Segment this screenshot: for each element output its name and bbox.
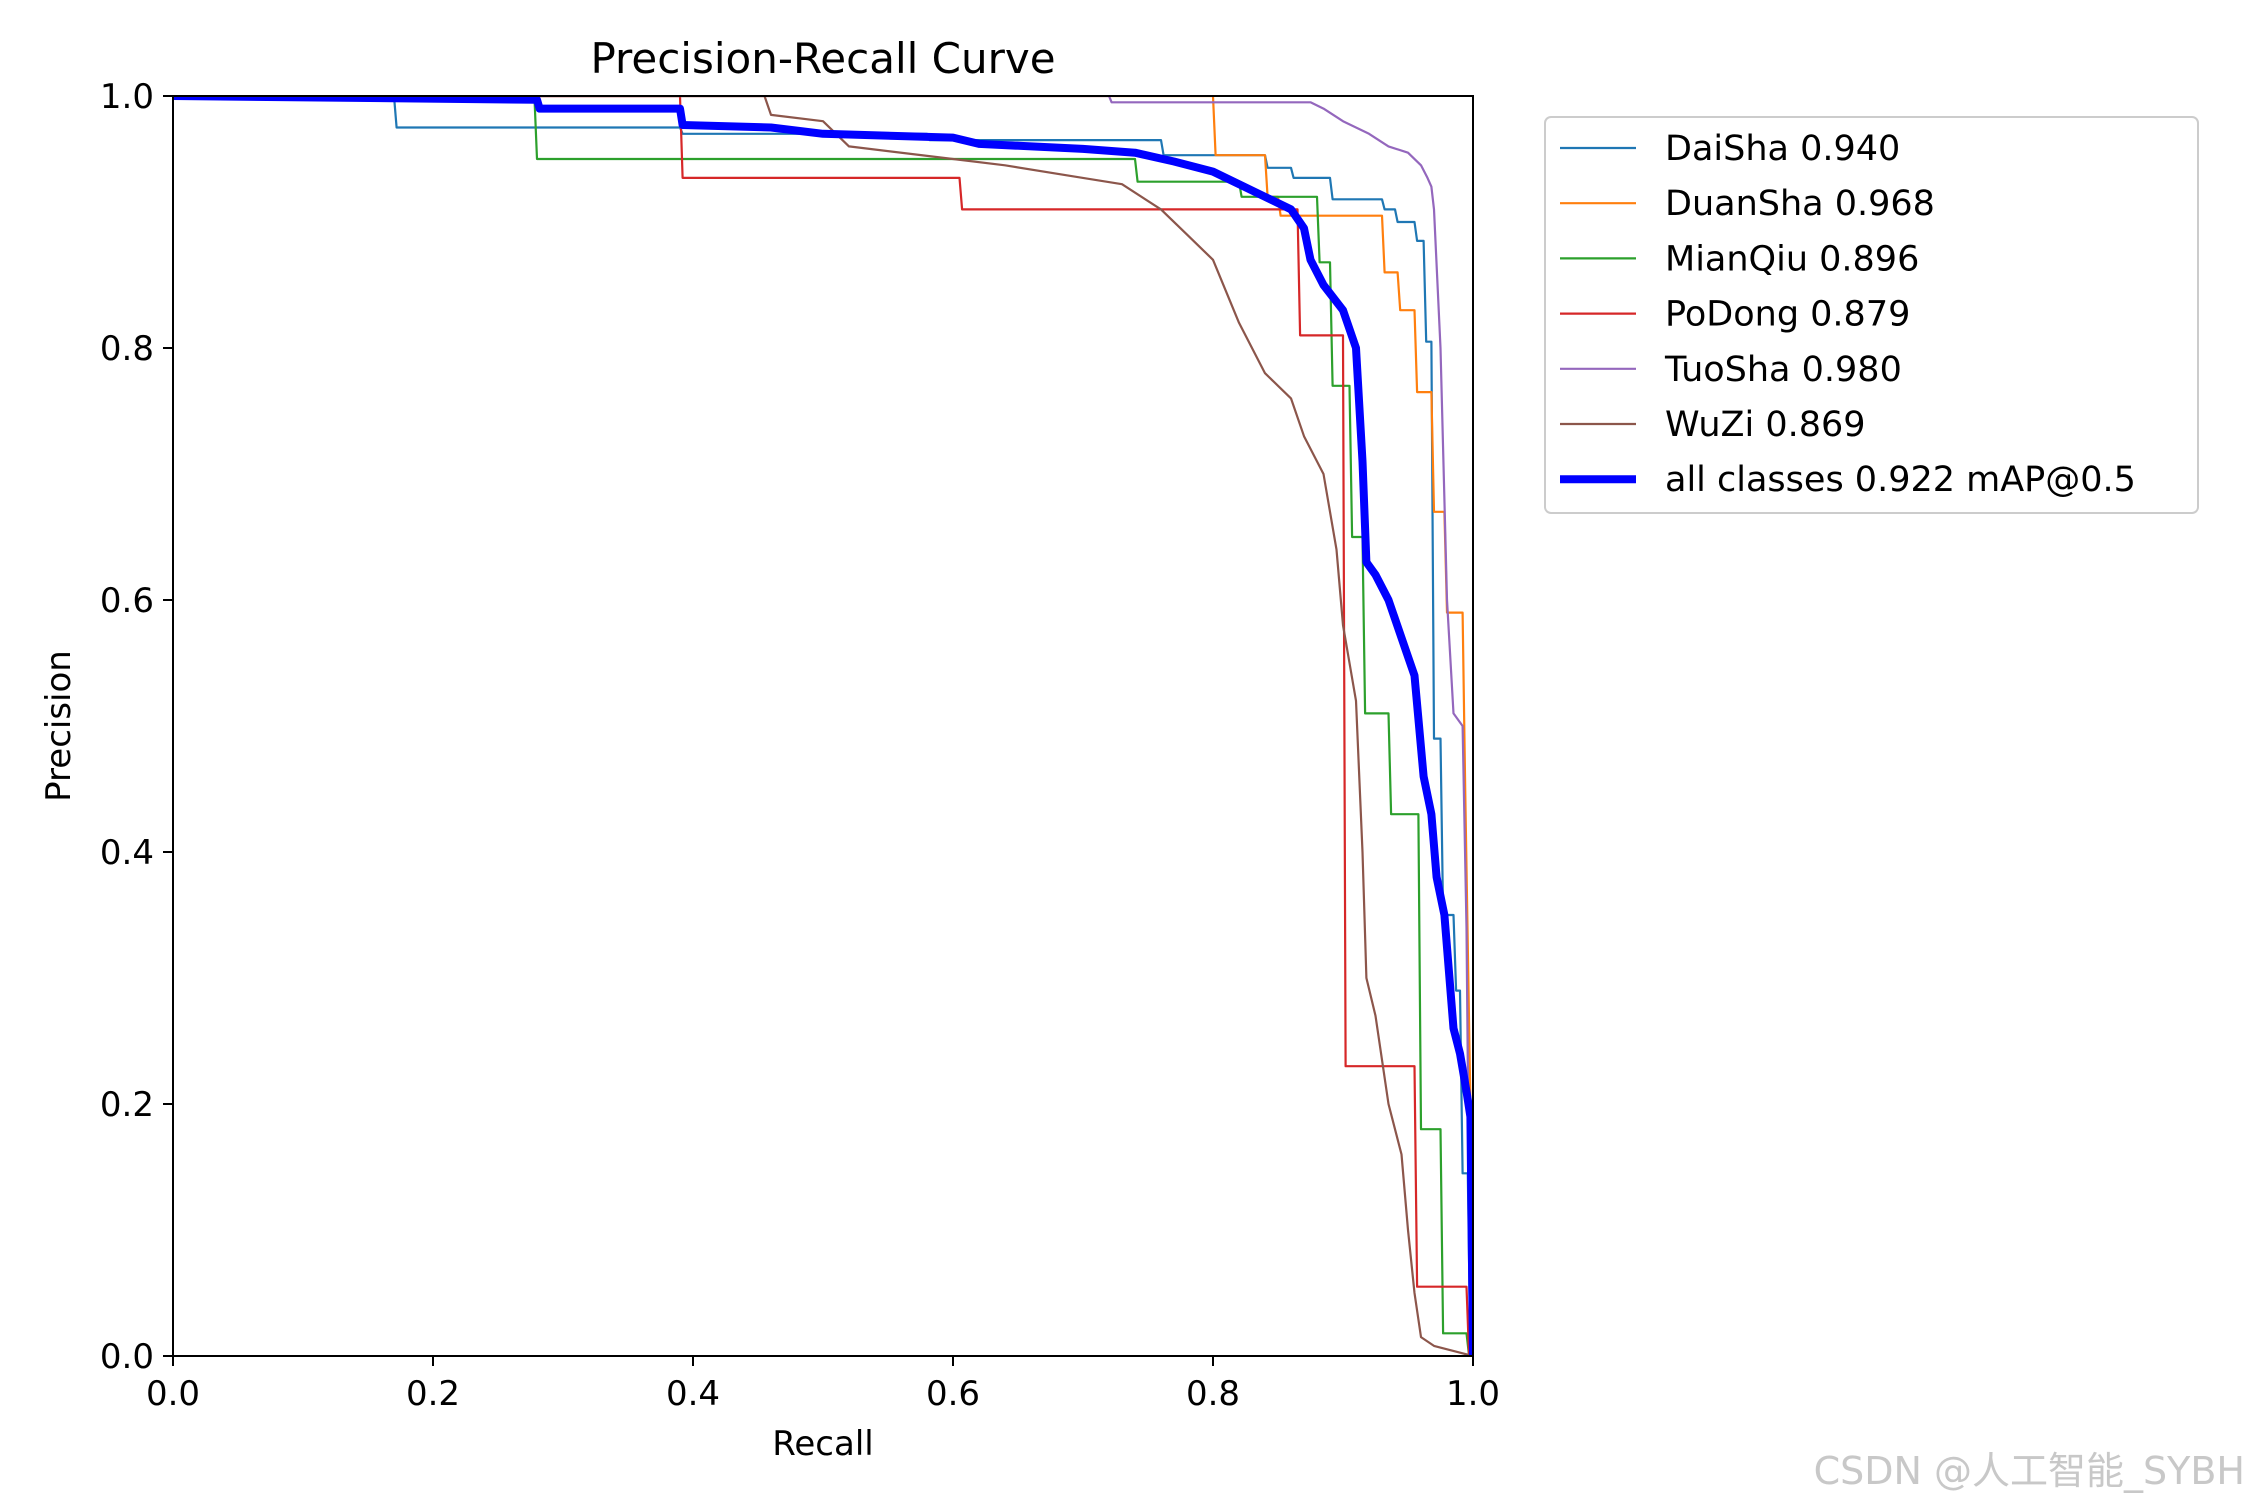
- x-axis-label: Recall: [772, 1424, 873, 1464]
- plot-frame: [172, 95, 1474, 1357]
- x-tick-label: 0.0: [146, 1374, 200, 1414]
- legend-entry-label: WuZi 0.869: [1665, 405, 1866, 445]
- series-layer: [173, 96, 1473, 1356]
- watermark-text: CSDN @人工智能_SYBH: [1814, 1449, 2245, 1493]
- y-tick-label: 1.0: [100, 77, 154, 117]
- y-axis-label: Precision: [39, 650, 79, 802]
- legend-box: [1544, 116, 2199, 514]
- x-tick-label: 1.0: [1446, 1374, 1500, 1414]
- x-axis: 0.0 0.2 0.4 0.6 0.8 1.0: [146, 1356, 1500, 1414]
- series-line-podong: [173, 96, 1471, 1356]
- x-tick-label: 0.2: [406, 1374, 460, 1414]
- x-tick-label: 0.4: [666, 1374, 720, 1414]
- x-tick-label: 0.6: [926, 1374, 980, 1414]
- y-tick-label: 0.4: [100, 833, 154, 873]
- series-line-all-classes: [173, 96, 1473, 1356]
- y-tick-label: 0.0: [100, 1337, 154, 1377]
- legend-entry-label: TuoSha 0.980: [1664, 350, 1902, 390]
- legend-entry-label: DuanSha 0.968: [1665, 184, 1935, 224]
- y-tick-label: 0.2: [100, 1085, 154, 1125]
- series-line-mianqiu: [173, 96, 1471, 1356]
- series-line-wuzi: [173, 96, 1473, 1356]
- legend-entry-label: MianQiu 0.896: [1665, 239, 1919, 279]
- y-tick-label: 0.6: [100, 581, 154, 621]
- chart-title: Precision-Recall Curve: [590, 34, 1055, 83]
- series-line-duansha: [173, 96, 1473, 1356]
- legend-entry-label: DaiSha 0.940: [1665, 129, 1900, 169]
- y-tick-label: 0.8: [100, 329, 154, 369]
- legend-entry-label: all classes 0.922 mAP@0.5: [1665, 460, 2136, 500]
- legend: DaiSha 0.940 DuanSha 0.968 MianQiu 0.896 Po…: [1544, 116, 2199, 514]
- legend-entry-label: PoDong 0.879: [1665, 295, 1910, 335]
- series-line-tuosha: [173, 96, 1473, 1356]
- y-axis: 0.0 0.2 0.4 0.6 0.8 1.0: [100, 77, 173, 1377]
- x-tick-label: 0.8: [1186, 1374, 1240, 1414]
